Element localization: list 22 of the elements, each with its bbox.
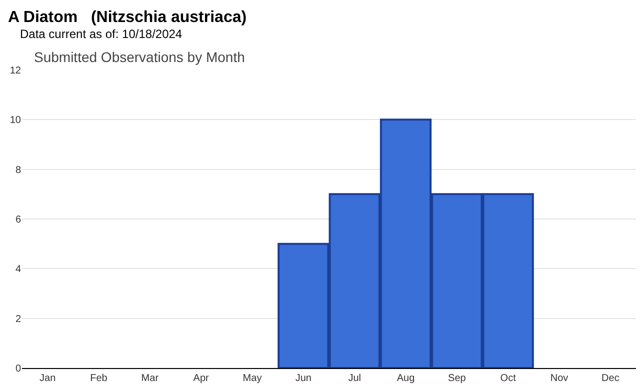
x-tick-label: Jul xyxy=(348,373,361,384)
x-tick-label: Mar xyxy=(141,373,160,384)
y-tick-label: 8 xyxy=(15,164,22,176)
y-tick-label: 10 xyxy=(10,115,22,126)
text: Submitted Observations by Month xyxy=(34,49,245,65)
x-tick-label: Feb xyxy=(90,373,108,384)
chart-title: A Diatom (Nitzschia austriaca) xyxy=(8,9,247,26)
y-tick-label: 12 xyxy=(10,66,22,76)
x-tick-label: Oct xyxy=(500,373,516,384)
x-tick-label: Nov xyxy=(550,373,568,384)
x-tick-label: Aug xyxy=(396,373,415,384)
chart-subtitle: Data current as of: 10/18/2024 xyxy=(20,27,182,41)
y-tick-label: 6 xyxy=(15,214,22,226)
x-tick-label: Jun xyxy=(295,373,312,384)
y-tick-label: 0 xyxy=(15,364,22,374)
x-tick-label: May xyxy=(242,373,262,384)
x-tick-label: Jan xyxy=(40,373,56,384)
x-tick-label: Dec xyxy=(602,373,620,384)
y-tick-label: 4 xyxy=(15,264,22,276)
y-tick-label: 2 xyxy=(15,314,22,325)
x-tick-label: Sep xyxy=(448,373,466,384)
x-tick-label: Apr xyxy=(193,373,210,384)
